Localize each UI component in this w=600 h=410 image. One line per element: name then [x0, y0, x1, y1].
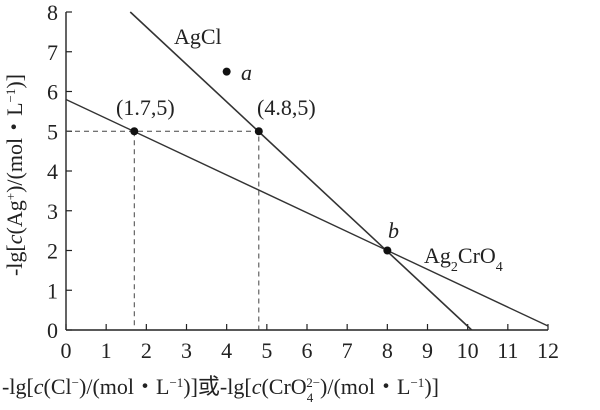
- y-tick-label: 4: [47, 159, 58, 184]
- data-point-1: [130, 127, 139, 136]
- series-lines: [65, 11, 549, 331]
- x-tick-label: 7: [342, 338, 353, 363]
- y-tick-label: 7: [47, 40, 58, 65]
- data-point-3: [222, 67, 231, 76]
- x-tick-label: 4: [221, 338, 232, 363]
- series-label-agcl: AgCl: [174, 24, 222, 49]
- y-axis-label: -lg[c(Ag+)/(mol・L−1)]: [2, 74, 27, 276]
- y-tick-label: 0: [47, 318, 58, 343]
- y-tick-label: 2: [47, 239, 58, 264]
- data-points: [130, 67, 392, 255]
- x-tick-label: 2: [141, 338, 152, 363]
- x-tick-label: 6: [302, 338, 313, 363]
- x-tick-label: 10: [457, 338, 479, 363]
- x-tick-label: 3: [181, 338, 192, 363]
- x-tick-label: 9: [422, 338, 433, 363]
- x-tick-label: 8: [382, 338, 393, 363]
- y-tick-label: 3: [47, 199, 58, 224]
- x-tick-label: 11: [497, 338, 518, 363]
- guide-lines: [66, 130, 260, 330]
- data-point-2: [254, 127, 263, 136]
- x-tick-label: 12: [537, 338, 559, 363]
- x-tick-label: 5: [261, 338, 272, 363]
- point-label-2: (4.8,5): [257, 95, 316, 120]
- data-point-4: [383, 246, 392, 255]
- y-tick-label: 1: [47, 278, 58, 303]
- y-tick-label: 5: [47, 119, 58, 144]
- y-tick-label: 8: [47, 0, 58, 25]
- point-label-a: a: [241, 60, 252, 85]
- series-label-ag2cro4: Ag2CrO4: [424, 243, 503, 275]
- axes: [65, 12, 548, 331]
- x-tick-label: 1: [101, 338, 112, 363]
- x-tick-label: 0: [61, 338, 72, 363]
- guide-line-4-8: [66, 130, 260, 330]
- series-line-agcl: [129, 11, 473, 331]
- x-axis-label: -lg[c(Cl−)/(mol・L−1)]或-lg[c(CrO42−)/(mol…: [2, 374, 439, 405]
- y-tick-label: 6: [47, 80, 58, 105]
- point-label-b: b: [388, 218, 399, 243]
- point-label-1: (1.7,5): [116, 95, 175, 120]
- series-line-ag2cro4: [65, 98, 549, 327]
